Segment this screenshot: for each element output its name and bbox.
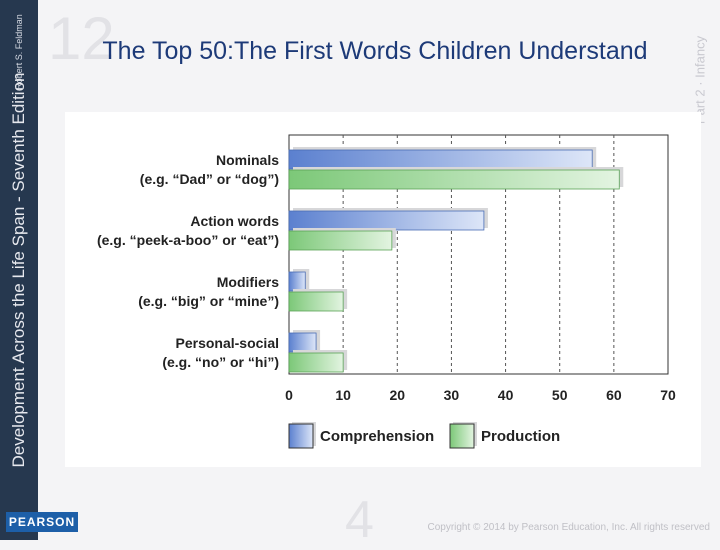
category-example: (e.g. “peek-a-boo” or “eat”): [97, 232, 279, 248]
background-part-label: Part 2 · Infancy: [692, 35, 708, 125]
chart-panel: 0 10 20 30 40 50 60 70 Nominals (e.g. “Dad” or “d…: [65, 112, 701, 467]
x-tick-label: 0: [285, 387, 293, 403]
bar-comprehension: [288, 332, 317, 353]
category-label: Personal-social: [176, 335, 280, 351]
plot-frame: [288, 134, 669, 375]
bar-comprehension: [288, 149, 593, 170]
legend-label: Production: [481, 428, 560, 445]
x-tick-label: 10: [335, 387, 351, 403]
book-title-vertical: Development Across the Life Span - Seven…: [9, 72, 28, 468]
legend-swatch-comprehension: [288, 423, 314, 449]
category-label: Modifiers: [217, 274, 279, 290]
bar-production: [288, 230, 393, 251]
bar-production: [288, 291, 344, 312]
category-label: Nominals: [216, 152, 279, 168]
category-example: (e.g. “Dad” or “dog”): [140, 171, 279, 187]
copyright-notice: Copyright © 2014 by Pearson Education, I…: [427, 522, 710, 533]
category-example: (e.g. “no” or “hi”): [162, 354, 279, 370]
x-tick-label: 60: [606, 387, 622, 403]
pearson-logo: PEARSON: [6, 512, 78, 532]
category-example: (e.g. “big” or “mine”): [138, 293, 279, 309]
category-label: Action words: [190, 213, 279, 229]
bar-production: [288, 352, 344, 373]
x-tick-label: 50: [552, 387, 568, 403]
x-tick-label: 30: [444, 387, 460, 403]
x-tick-label: 20: [389, 387, 405, 403]
x-tick-label: 40: [498, 387, 514, 403]
legend-swatch-production: [449, 423, 475, 449]
background-number: 4: [345, 491, 374, 549]
x-tick-label: 70: [660, 387, 676, 403]
bar-production: [288, 169, 620, 190]
sidebar: Robert S. Feldman Development Across the…: [0, 0, 78, 540]
bar-comprehension: [288, 271, 306, 292]
bar-chart: 0 10 20 30 40 50 60 70 Nominals (e.g. “Dad” or “d…: [97, 134, 676, 449]
slide-title: The Top 50:The First Words Children Unde…: [102, 37, 648, 65]
background-chapter-number: 12: [48, 5, 115, 72]
bar-comprehension: [288, 210, 485, 231]
legend-label: Comprehension: [320, 428, 434, 445]
